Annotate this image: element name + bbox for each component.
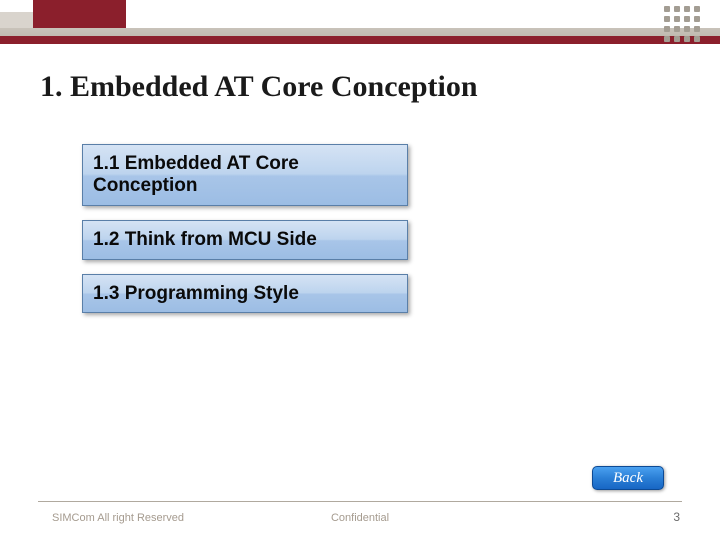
footer-divider bbox=[38, 501, 682, 502]
back-button[interactable]: Back bbox=[592, 466, 664, 490]
topic-item-2[interactable]: 1.2 Think from MCU Side bbox=[82, 220, 408, 260]
topic-list: 1.1 Embedded AT Core Conception 1.2 Thin… bbox=[82, 144, 408, 327]
page-number: 3 bbox=[673, 510, 680, 524]
topic-item-3[interactable]: 1.3 Programming Style bbox=[82, 274, 408, 314]
brand-block bbox=[33, 0, 126, 28]
footer-confidential: Confidential bbox=[0, 512, 720, 524]
header-accent-bar bbox=[0, 36, 720, 44]
topic-item-1[interactable]: 1.1 Embedded AT Core Conception bbox=[82, 144, 408, 206]
dot-matrix-icon bbox=[664, 6, 700, 42]
page-title: 1. Embedded AT Core Conception bbox=[40, 70, 478, 104]
